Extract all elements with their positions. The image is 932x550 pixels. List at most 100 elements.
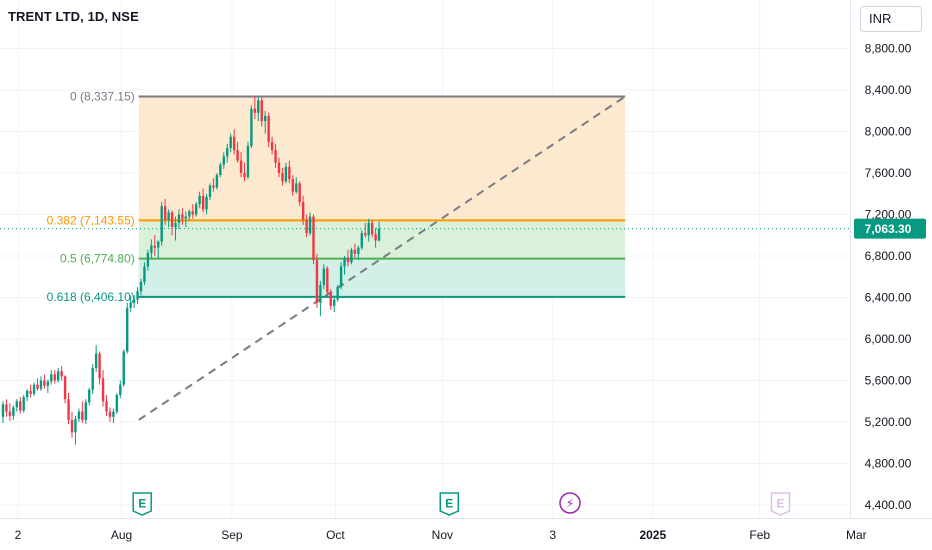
candle-body[interactable] xyxy=(350,249,353,263)
candle-body[interactable] xyxy=(181,214,184,219)
candle-body[interactable] xyxy=(329,292,332,306)
candle-body[interactable] xyxy=(170,212,174,227)
candle-body[interactable] xyxy=(184,216,188,219)
candle-body[interactable] xyxy=(198,195,201,205)
currency-selector-button[interactable]: INR xyxy=(860,6,922,32)
candle-body[interactable] xyxy=(326,268,329,293)
earnings-event-icon[interactable] xyxy=(770,492,791,516)
candle-body[interactable] xyxy=(274,150,277,163)
candle-body[interactable] xyxy=(315,260,319,303)
candle-body[interactable] xyxy=(146,252,150,267)
candle-body[interactable] xyxy=(15,401,18,408)
candle-body[interactable] xyxy=(132,299,136,303)
candle-body[interactable] xyxy=(177,214,181,223)
candle-body[interactable] xyxy=(239,160,243,173)
candle-body[interactable] xyxy=(298,183,301,203)
candle-body[interactable] xyxy=(108,411,112,417)
candle-body[interactable] xyxy=(115,395,119,412)
candle-body[interactable] xyxy=(195,204,198,215)
candle-body[interactable] xyxy=(260,100,263,122)
candle-body[interactable] xyxy=(305,219,308,234)
candle-body[interactable] xyxy=(253,108,257,113)
candle-body[interactable] xyxy=(105,401,108,412)
candle-body[interactable] xyxy=(81,411,84,420)
candle-body[interactable] xyxy=(150,245,153,253)
candle-body[interactable] xyxy=(60,371,63,377)
candle-body[interactable] xyxy=(377,228,381,241)
candle-body[interactable] xyxy=(360,233,363,248)
candle-body[interactable] xyxy=(63,376,67,400)
candle-body[interactable] xyxy=(319,285,322,303)
candle-body[interactable] xyxy=(222,156,225,165)
candle-body[interactable] xyxy=(374,234,377,241)
candle-body[interactable] xyxy=(5,404,8,412)
candle-body[interactable] xyxy=(163,206,167,220)
candle-body[interactable] xyxy=(333,299,336,306)
candle-body[interactable] xyxy=(25,390,29,398)
candle-body[interactable] xyxy=(281,173,284,182)
candle-body[interactable] xyxy=(22,397,25,411)
candle-body[interactable] xyxy=(43,380,46,386)
candle-body[interactable] xyxy=(295,183,298,192)
candle-body[interactable] xyxy=(1,404,5,417)
candle-body[interactable] xyxy=(167,212,170,220)
candle-body[interactable] xyxy=(126,307,129,352)
candle-body[interactable] xyxy=(101,378,105,402)
candle-body[interactable] xyxy=(267,115,270,142)
candle-body[interactable] xyxy=(36,384,39,389)
candle-body[interactable] xyxy=(70,419,74,433)
candle-body[interactable] xyxy=(153,245,156,248)
candle-body[interactable] xyxy=(91,368,94,390)
candle-body[interactable] xyxy=(84,402,87,420)
candle-body[interactable] xyxy=(284,166,288,182)
candle-body[interactable] xyxy=(212,185,215,188)
candle-body[interactable] xyxy=(270,141,274,151)
candle-body[interactable] xyxy=(50,374,53,382)
candle-body[interactable] xyxy=(136,291,139,300)
candle-body[interactable] xyxy=(29,390,32,394)
candle-body[interactable] xyxy=(322,268,326,286)
candle-body[interactable] xyxy=(308,216,312,234)
candle-body[interactable] xyxy=(19,401,22,411)
candle-body[interactable] xyxy=(88,389,91,403)
candle-body[interactable] xyxy=(288,166,291,180)
candle-body[interactable] xyxy=(236,150,239,161)
candle-body[interactable] xyxy=(346,258,350,263)
earnings-event-icon[interactable] xyxy=(439,492,459,516)
candle-body[interactable] xyxy=(215,175,219,188)
candle-body[interactable] xyxy=(8,411,12,416)
candle-body[interactable] xyxy=(353,249,357,254)
candle-body[interactable] xyxy=(53,374,56,381)
candle-body[interactable] xyxy=(32,384,36,394)
candle-body[interactable] xyxy=(67,399,70,420)
candle-body[interactable] xyxy=(188,211,191,217)
candle-body[interactable] xyxy=(339,266,343,288)
candle-body[interactable] xyxy=(257,100,260,113)
candle-body[interactable] xyxy=(291,179,294,192)
candle-body[interactable] xyxy=(229,136,232,149)
earnings-event-icon[interactable] xyxy=(132,492,152,516)
candle-body[interactable] xyxy=(174,222,177,227)
candle-body[interactable] xyxy=(246,146,250,178)
candle-body[interactable] xyxy=(119,384,122,396)
candle-body[interactable] xyxy=(336,287,339,300)
candle-body[interactable] xyxy=(122,351,125,385)
candle-body[interactable] xyxy=(77,411,81,419)
candle-body[interactable] xyxy=(191,211,194,215)
candle-body[interactable] xyxy=(205,196,208,210)
candle-body[interactable] xyxy=(208,185,212,197)
candle-body[interactable] xyxy=(129,302,132,308)
candle-body[interactable] xyxy=(39,380,43,389)
candle-body[interactable] xyxy=(98,353,101,379)
candle-body[interactable] xyxy=(94,353,98,369)
candle-body[interactable] xyxy=(12,407,15,416)
candle-body[interactable] xyxy=(139,281,143,292)
candle-body[interactable] xyxy=(264,115,267,122)
candle-body[interactable] xyxy=(277,162,281,173)
candle-body[interactable] xyxy=(57,371,60,381)
candle-body[interactable] xyxy=(250,108,253,147)
candle-body[interactable] xyxy=(201,195,205,210)
candle-body[interactable] xyxy=(232,136,236,151)
